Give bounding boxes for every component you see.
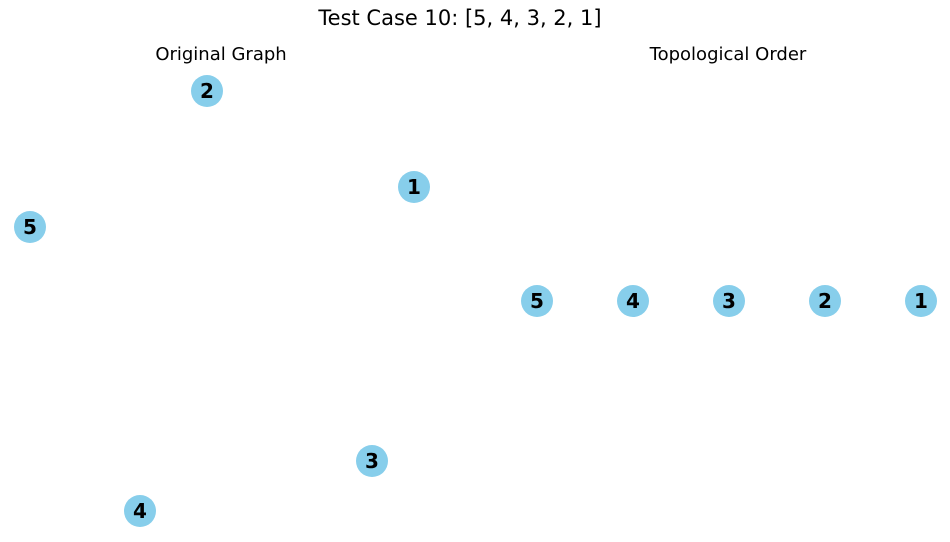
order-node-5: 1 bbox=[905, 285, 937, 317]
graph-node-1: 1 bbox=[398, 171, 430, 203]
order-node-1: 5 bbox=[521, 285, 553, 317]
graph-node-3: 3 bbox=[356, 445, 388, 477]
original-graph-title: Original Graph bbox=[155, 44, 287, 65]
order-node-2: 4 bbox=[617, 285, 649, 317]
figure-title: Test Case 10: [5, 4, 3, 2, 1] bbox=[318, 6, 602, 30]
graph-node-2: 2 bbox=[191, 75, 223, 107]
graph-node-4: 4 bbox=[124, 495, 156, 527]
order-node-3: 3 bbox=[713, 285, 745, 317]
order-node-4: 2 bbox=[809, 285, 841, 317]
graph-node-5: 5 bbox=[14, 211, 46, 243]
topological-order-title: Topological Order bbox=[649, 44, 807, 65]
